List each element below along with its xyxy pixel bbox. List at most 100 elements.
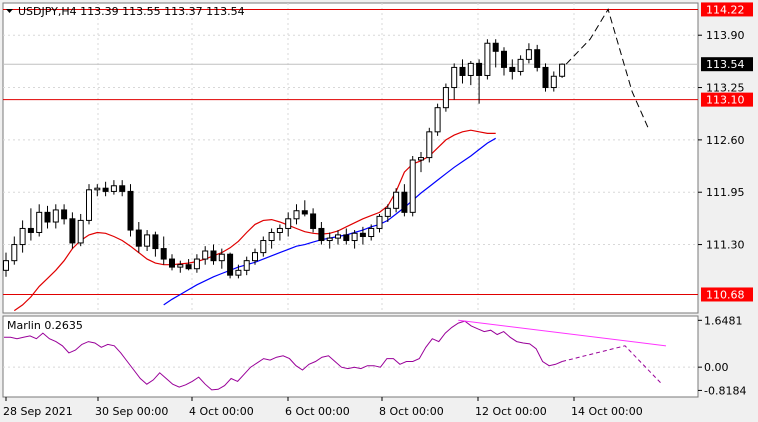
candle[interactable]: [27, 208, 34, 241]
candle-body: [285, 218, 292, 229]
candle-body: [442, 87, 449, 109]
candle[interactable]: [534, 44, 541, 72]
symbol-header: USDJPY,H4 113.39 113.55 113.37 113.54: [18, 5, 245, 18]
candle[interactable]: [310, 208, 317, 233]
candle[interactable]: [227, 252, 234, 279]
candle[interactable]: [442, 83, 449, 112]
candle[interactable]: [293, 204, 300, 225]
candle[interactable]: [252, 248, 258, 265]
candle[interactable]: [268, 228, 275, 249]
candle[interactable]: [44, 205, 51, 229]
indicator-axis: 1.6481 0.00 -0.8184: [698, 314, 746, 397]
price-tick-label: 113.90: [706, 29, 745, 42]
candle[interactable]: [550, 71, 557, 92]
candle[interactable]: [193, 254, 200, 273]
price-tick-label: 113.25: [706, 82, 745, 95]
candle[interactable]: [351, 230, 358, 249]
candle[interactable]: [202, 246, 209, 265]
candle[interactable]: [451, 63, 458, 100]
candle[interactable]: [376, 213, 383, 233]
candle[interactable]: [285, 212, 292, 237]
collapse-triangle-icon[interactable]: [6, 9, 13, 13]
time-tick-label: 12 Oct 00:00: [475, 405, 547, 418]
candle[interactable]: [501, 47, 507, 76]
candle[interactable]: [492, 39, 499, 68]
candle[interactable]: [243, 256, 250, 276]
candle[interactable]: [276, 224, 283, 241]
candle-body: [169, 258, 175, 268]
candle[interactable]: [127, 184, 134, 237]
candle[interactable]: [393, 188, 400, 213]
candle[interactable]: [177, 260, 184, 273]
candle-body: [102, 187, 109, 192]
candle[interactable]: [484, 39, 491, 80]
candle[interactable]: [102, 181, 109, 197]
candle-body: [310, 213, 317, 229]
candle[interactable]: [326, 232, 333, 249]
candle[interactable]: [542, 63, 549, 92]
candle[interactable]: [359, 226, 366, 245]
candle[interactable]: [401, 184, 408, 217]
candle[interactable]: [467, 60, 474, 86]
candle[interactable]: [19, 220, 26, 253]
candle[interactable]: [509, 59, 516, 80]
candle[interactable]: [210, 244, 217, 265]
candle-body: [550, 75, 557, 89]
candle[interactable]: [160, 236, 167, 265]
candle[interactable]: [61, 204, 68, 225]
candle[interactable]: [418, 151, 424, 173]
candle-body: [235, 269, 242, 276]
candle[interactable]: [318, 222, 325, 245]
candle[interactable]: [525, 43, 532, 64]
candle[interactable]: [517, 55, 524, 76]
candle[interactable]: [384, 204, 391, 223]
candle-body: [19, 227, 26, 246]
candle[interactable]: [77, 213, 84, 247]
candle[interactable]: [152, 231, 159, 257]
candle[interactable]: [343, 228, 350, 245]
candle-body: [119, 185, 126, 192]
horizontal-levels[interactable]: [3, 8, 698, 295]
marlin-oscillator: [3, 319, 698, 391]
candle-body: [359, 232, 366, 238]
time-tick-label: 4 Oct 00:00: [189, 405, 254, 418]
candle[interactable]: [235, 264, 242, 279]
candle[interactable]: [119, 180, 126, 197]
candle-body: [218, 253, 225, 262]
candle[interactable]: [260, 236, 267, 257]
candle[interactable]: [218, 248, 225, 269]
candle[interactable]: [559, 63, 566, 78]
candle[interactable]: [301, 200, 308, 217]
candle-body: [343, 234, 350, 242]
candle[interactable]: [185, 259, 192, 271]
candle[interactable]: [135, 222, 142, 253]
candle[interactable]: [368, 224, 375, 241]
candle-body: [467, 62, 474, 76]
candle[interactable]: [69, 212, 76, 249]
candle[interactable]: [110, 180, 117, 195]
candle[interactable]: [169, 254, 175, 271]
candle[interactable]: [94, 184, 101, 197]
candle[interactable]: [459, 59, 466, 84]
candle[interactable]: [3, 252, 9, 277]
price-tick-label: 111.30: [706, 239, 745, 252]
level-price-label: 110.68: [701, 287, 753, 302]
candle[interactable]: [434, 103, 441, 136]
candle[interactable]: [144, 230, 151, 251]
candle[interactable]: [86, 184, 92, 225]
candle[interactable]: [52, 204, 59, 229]
candles[interactable]: [3, 39, 566, 279]
time-axis: 28 Sep 2021 30 Sep 00:00 4 Oct 00:00 6 Oct …: [3, 397, 643, 418]
candle[interactable]: [36, 204, 43, 237]
current-price-label: 113.54: [701, 57, 753, 72]
candle-body: [393, 191, 400, 209]
candle[interactable]: [409, 155, 416, 217]
candle[interactable]: [11, 236, 18, 265]
candle-body: [252, 252, 258, 262]
candle-body: [268, 231, 275, 242]
candle[interactable]: [335, 230, 341, 245]
price-label-box: [701, 287, 753, 302]
candle[interactable]: [476, 59, 483, 104]
candle[interactable]: [426, 127, 433, 163]
